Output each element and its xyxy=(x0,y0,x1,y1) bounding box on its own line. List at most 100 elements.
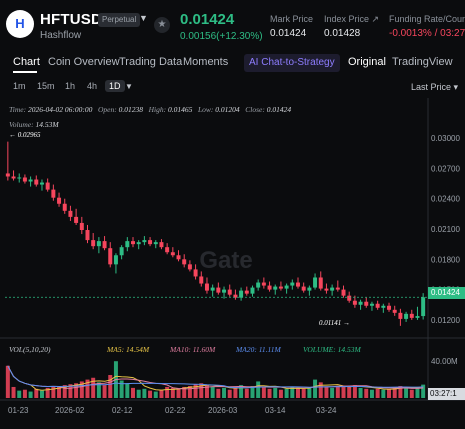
tab-chart[interactable]: Chart xyxy=(13,56,40,68)
volume-readout: Volume: 14.53M xyxy=(9,120,59,129)
volume-bar xyxy=(119,380,124,398)
candle-body xyxy=(187,264,192,270)
low-value: 0.01204 xyxy=(215,105,240,114)
volume-bar xyxy=(341,386,346,398)
volume-bar xyxy=(335,386,340,398)
min-price-marker: 0.01141 → xyxy=(319,319,350,327)
view-tradingview[interactable]: TradingView xyxy=(392,56,453,68)
candle-body xyxy=(347,295,352,301)
volume-bar xyxy=(187,386,192,398)
price-axis-tick: 0.02400 xyxy=(431,195,460,204)
candle-body xyxy=(142,240,147,243)
candle-body xyxy=(102,241,107,249)
candle-body xyxy=(216,287,221,293)
timeframe-4h[interactable]: 4h xyxy=(87,81,98,91)
volume-bar xyxy=(210,386,215,398)
candle-body xyxy=(301,286,306,291)
candle-body xyxy=(193,269,198,277)
candle-body xyxy=(148,240,153,245)
volume-value-label: VOLUME: 14.53M xyxy=(303,345,361,354)
active-tab-indicator xyxy=(13,71,37,73)
gate-watermark: Gate xyxy=(199,247,252,274)
volume-bar xyxy=(261,386,266,398)
low-label: Low: xyxy=(197,105,214,114)
tab-trading-data[interactable]: Trading Data xyxy=(119,56,183,68)
time-axis-tick: 03-14 xyxy=(265,406,286,415)
volume-bar xyxy=(421,384,426,398)
time-axis-tick: 2026-02 xyxy=(55,406,85,415)
volume-bar xyxy=(278,389,283,398)
max-price-marker: ← 0.02965 xyxy=(9,131,41,139)
high-label: High: xyxy=(148,105,167,114)
close-label: Close: xyxy=(245,105,265,114)
current-price-tag: 0.01424 xyxy=(428,287,465,299)
price-axis-tick: 0.02100 xyxy=(431,225,460,234)
favorite-star-icon[interactable]: ★ xyxy=(154,17,170,33)
funding-rate-value: -0.0013% / 03:27:3 xyxy=(389,28,465,39)
candle-body xyxy=(17,177,22,179)
volume-bar xyxy=(28,391,33,398)
ma20-line xyxy=(7,365,424,389)
candle-body xyxy=(324,288,329,291)
candle-body xyxy=(364,301,369,306)
volume-bar xyxy=(233,386,238,398)
volume-bar xyxy=(204,385,209,398)
candle-body xyxy=(176,255,181,260)
volume-bar xyxy=(313,379,318,398)
volume-bar xyxy=(267,388,272,398)
close-value: 0.01424 xyxy=(266,105,292,114)
time-axis-tick: 03-24 xyxy=(316,406,337,415)
chevron-down-icon[interactable]: ▼ xyxy=(139,13,148,23)
candle-body xyxy=(381,305,386,308)
view-original[interactable]: Original xyxy=(348,56,386,68)
volume-bar xyxy=(74,383,79,398)
time-axis-tick: 2026-03 xyxy=(208,406,238,415)
candle-body xyxy=(85,230,90,241)
open-value: 0.01238 xyxy=(118,105,143,114)
time-axis-tick: 02-22 xyxy=(165,406,186,415)
volume-bar xyxy=(68,384,73,398)
volume-bar xyxy=(347,386,352,398)
timeframe-15m[interactable]: 15m xyxy=(37,81,55,91)
candle-body xyxy=(68,210,73,217)
candle-body xyxy=(39,182,44,185)
candle-body xyxy=(91,240,96,247)
timeframe-1d[interactable]: 1D xyxy=(105,80,125,92)
volume-bar xyxy=(182,386,187,398)
price-type-selector[interactable]: Last Price ▾ xyxy=(411,82,458,93)
volume-bar xyxy=(34,388,39,398)
candle-body xyxy=(96,241,101,247)
timeframe-more-icon[interactable]: ▼ xyxy=(125,82,133,91)
candle-body xyxy=(170,252,175,256)
price-change: 0.00156(+12.30%) xyxy=(180,31,263,42)
candle-body xyxy=(290,282,295,286)
volume-bar xyxy=(142,388,147,398)
volume-bar xyxy=(307,387,312,398)
candle-body xyxy=(330,287,335,291)
candle-body xyxy=(125,241,130,248)
symbol-selector[interactable]: HFTUSDT xyxy=(40,11,112,28)
tab-moments[interactable]: Moments xyxy=(183,56,229,68)
candle-body xyxy=(233,294,238,298)
tab-coin-overview[interactable]: Coin Overview xyxy=(48,56,120,68)
volume-bar xyxy=(22,389,27,398)
vol-indicator-label[interactable]: VOL(5,10,20) xyxy=(9,345,51,354)
volume-bar xyxy=(369,389,374,398)
volume-bar xyxy=(358,387,363,398)
tab-ai-chat-to-strategy[interactable]: AI Chat-to-Strategy xyxy=(244,54,340,72)
candle-body xyxy=(57,197,62,204)
market-header: H HFTUSDT Perpetual ▼ Hashflow ★ 0.01424… xyxy=(0,0,465,50)
timeframe-1h[interactable]: 1h xyxy=(65,81,76,91)
candle-body xyxy=(284,285,289,289)
index-price-label[interactable]: Index Price ↗ xyxy=(324,14,380,24)
volume-bar xyxy=(222,387,227,398)
max-price-value: 0.02965 xyxy=(17,131,41,139)
volume-bar xyxy=(284,388,289,398)
timeframe-1m[interactable]: 1m xyxy=(13,81,26,91)
price-axis-tick: 0.03000 xyxy=(431,134,460,143)
candle-body xyxy=(45,182,50,190)
candle-body xyxy=(313,277,318,288)
volume-bar xyxy=(57,386,62,398)
candle-body xyxy=(256,282,261,288)
